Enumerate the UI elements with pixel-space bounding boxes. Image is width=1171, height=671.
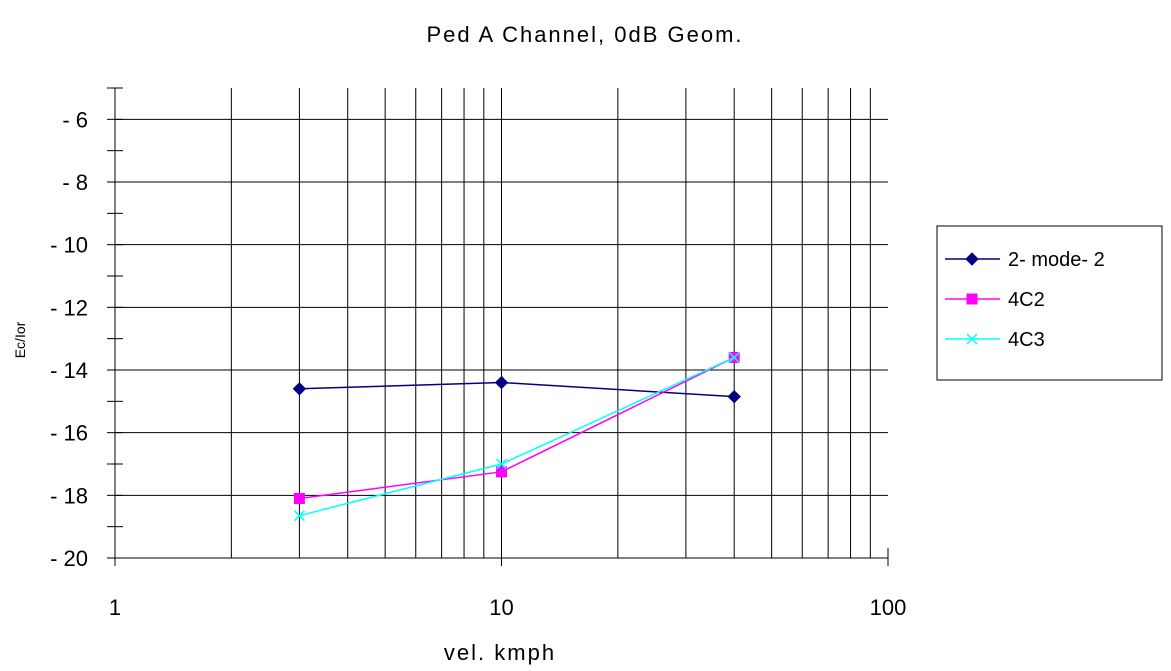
square-marker <box>496 466 507 478</box>
y-tick-label: - 10 <box>50 233 88 258</box>
tick-labels: - 6 - 8 - 10 - 12 - 14 - 16 - 18 - 20 1 10 100 <box>50 107 906 620</box>
legend-entry-label: 4C2 <box>1008 289 1045 311</box>
x-tick-label: 10 <box>489 595 513 620</box>
x-marker <box>293 510 305 522</box>
y-tick-label: - 8 <box>62 170 88 195</box>
x-marker <box>966 333 978 345</box>
series-4c3 <box>293 351 740 522</box>
grid <box>115 88 888 558</box>
x-tick-label: 100 <box>870 595 907 620</box>
series-layer <box>292 351 741 522</box>
y-tick-label: - 6 <box>62 107 88 132</box>
y-tick-label: - 12 <box>50 295 88 320</box>
x-marker <box>495 458 508 470</box>
axes <box>107 87 889 566</box>
legend-entry-label: 2- mode- 2 <box>1008 249 1105 271</box>
series-line <box>299 356 735 500</box>
y-tick-label: - 20 <box>50 546 88 571</box>
chart-title: Ped A Channel, 0dB Geom. <box>426 22 743 47</box>
square-marker <box>293 492 305 504</box>
diamond-marker <box>494 375 509 390</box>
x-marker <box>728 351 740 363</box>
y-axis-title: Ec/Ior <box>12 321 28 358</box>
y-tick-label: - 18 <box>50 483 88 508</box>
y-tick-label: - 16 <box>50 421 88 446</box>
series-line <box>299 356 735 517</box>
diamond-marker <box>292 382 307 396</box>
y-tick-label: - 14 <box>50 358 88 383</box>
x-tick-label: 1 <box>109 595 121 620</box>
square-marker <box>966 293 978 305</box>
legend-entry-label: 4C3 <box>1008 329 1045 351</box>
legend: 2- mode- 2 4C2 4C3 <box>936 225 1163 381</box>
diamond-marker <box>727 389 741 404</box>
diamond-marker <box>965 252 979 266</box>
series-4c2 <box>293 351 740 504</box>
series-2-mode-2 <box>292 375 741 404</box>
x-axis-title: vel. kmph <box>444 640 556 665</box>
